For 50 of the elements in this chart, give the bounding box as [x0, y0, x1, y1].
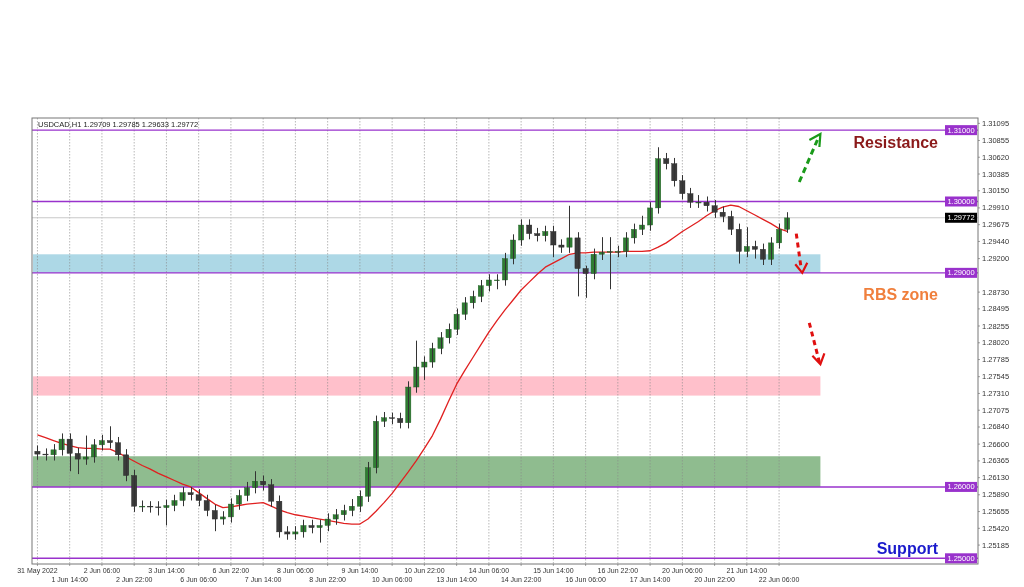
- candlestick: [647, 201, 653, 232]
- candlestick: [123, 448, 129, 482]
- candlestick: [639, 215, 645, 236]
- candlestick: [752, 240, 758, 260]
- candlestick: [663, 152, 670, 170]
- candlestick: [534, 227, 541, 242]
- candlestick: [526, 218, 532, 240]
- text: Resistance: [853, 134, 939, 152]
- candlestick: [340, 504, 347, 521]
- candlestick: [744, 226, 750, 258]
- candlestick: [760, 243, 766, 266]
- candlestick: [107, 425, 113, 449]
- text: Support: [876, 540, 939, 558]
- candlestick: [615, 245, 621, 258]
- text: RBS zone: [863, 285, 939, 303]
- candlestick: [735, 223, 742, 265]
- candlestick: [115, 436, 121, 462]
- candlestick: [655, 146, 661, 215]
- candlestick: [357, 490, 363, 513]
- candlestick: [768, 236, 774, 266]
- candlestick: [91, 438, 97, 464]
- candlestick: [244, 481, 250, 502]
- candlestick: [220, 510, 226, 526]
- candlestick: [260, 475, 266, 491]
- candlestick: [236, 489, 242, 511]
- candlestick: [486, 273, 492, 292]
- candlestick: [308, 519, 315, 534]
- candlestick: [268, 478, 275, 508]
- candlestick: [131, 469, 137, 513]
- line-series: [36, 204, 788, 525]
- candlestick: [397, 412, 404, 429]
- candlestick: [518, 218, 524, 247]
- candlestick: [365, 461, 371, 503]
- candlestick: [784, 211, 790, 234]
- candlestick: [606, 236, 613, 290]
- candlestick: [510, 233, 516, 265]
- candlestick: [228, 497, 234, 524]
- candlestick: [211, 504, 218, 532]
- candlestick: [478, 279, 484, 303]
- candlestick: [389, 412, 395, 425]
- candlestick: [623, 231, 629, 258]
- candlestick: [776, 223, 782, 250]
- candlestick: [99, 434, 105, 452]
- candlestick: [252, 470, 258, 494]
- candlestick: [502, 252, 508, 287]
- candlestick: [494, 273, 500, 290]
- candlestick: [381, 411, 387, 428]
- candlestick: [349, 498, 355, 517]
- candlestick: [82, 435, 89, 466]
- candlestick: [631, 223, 637, 245]
